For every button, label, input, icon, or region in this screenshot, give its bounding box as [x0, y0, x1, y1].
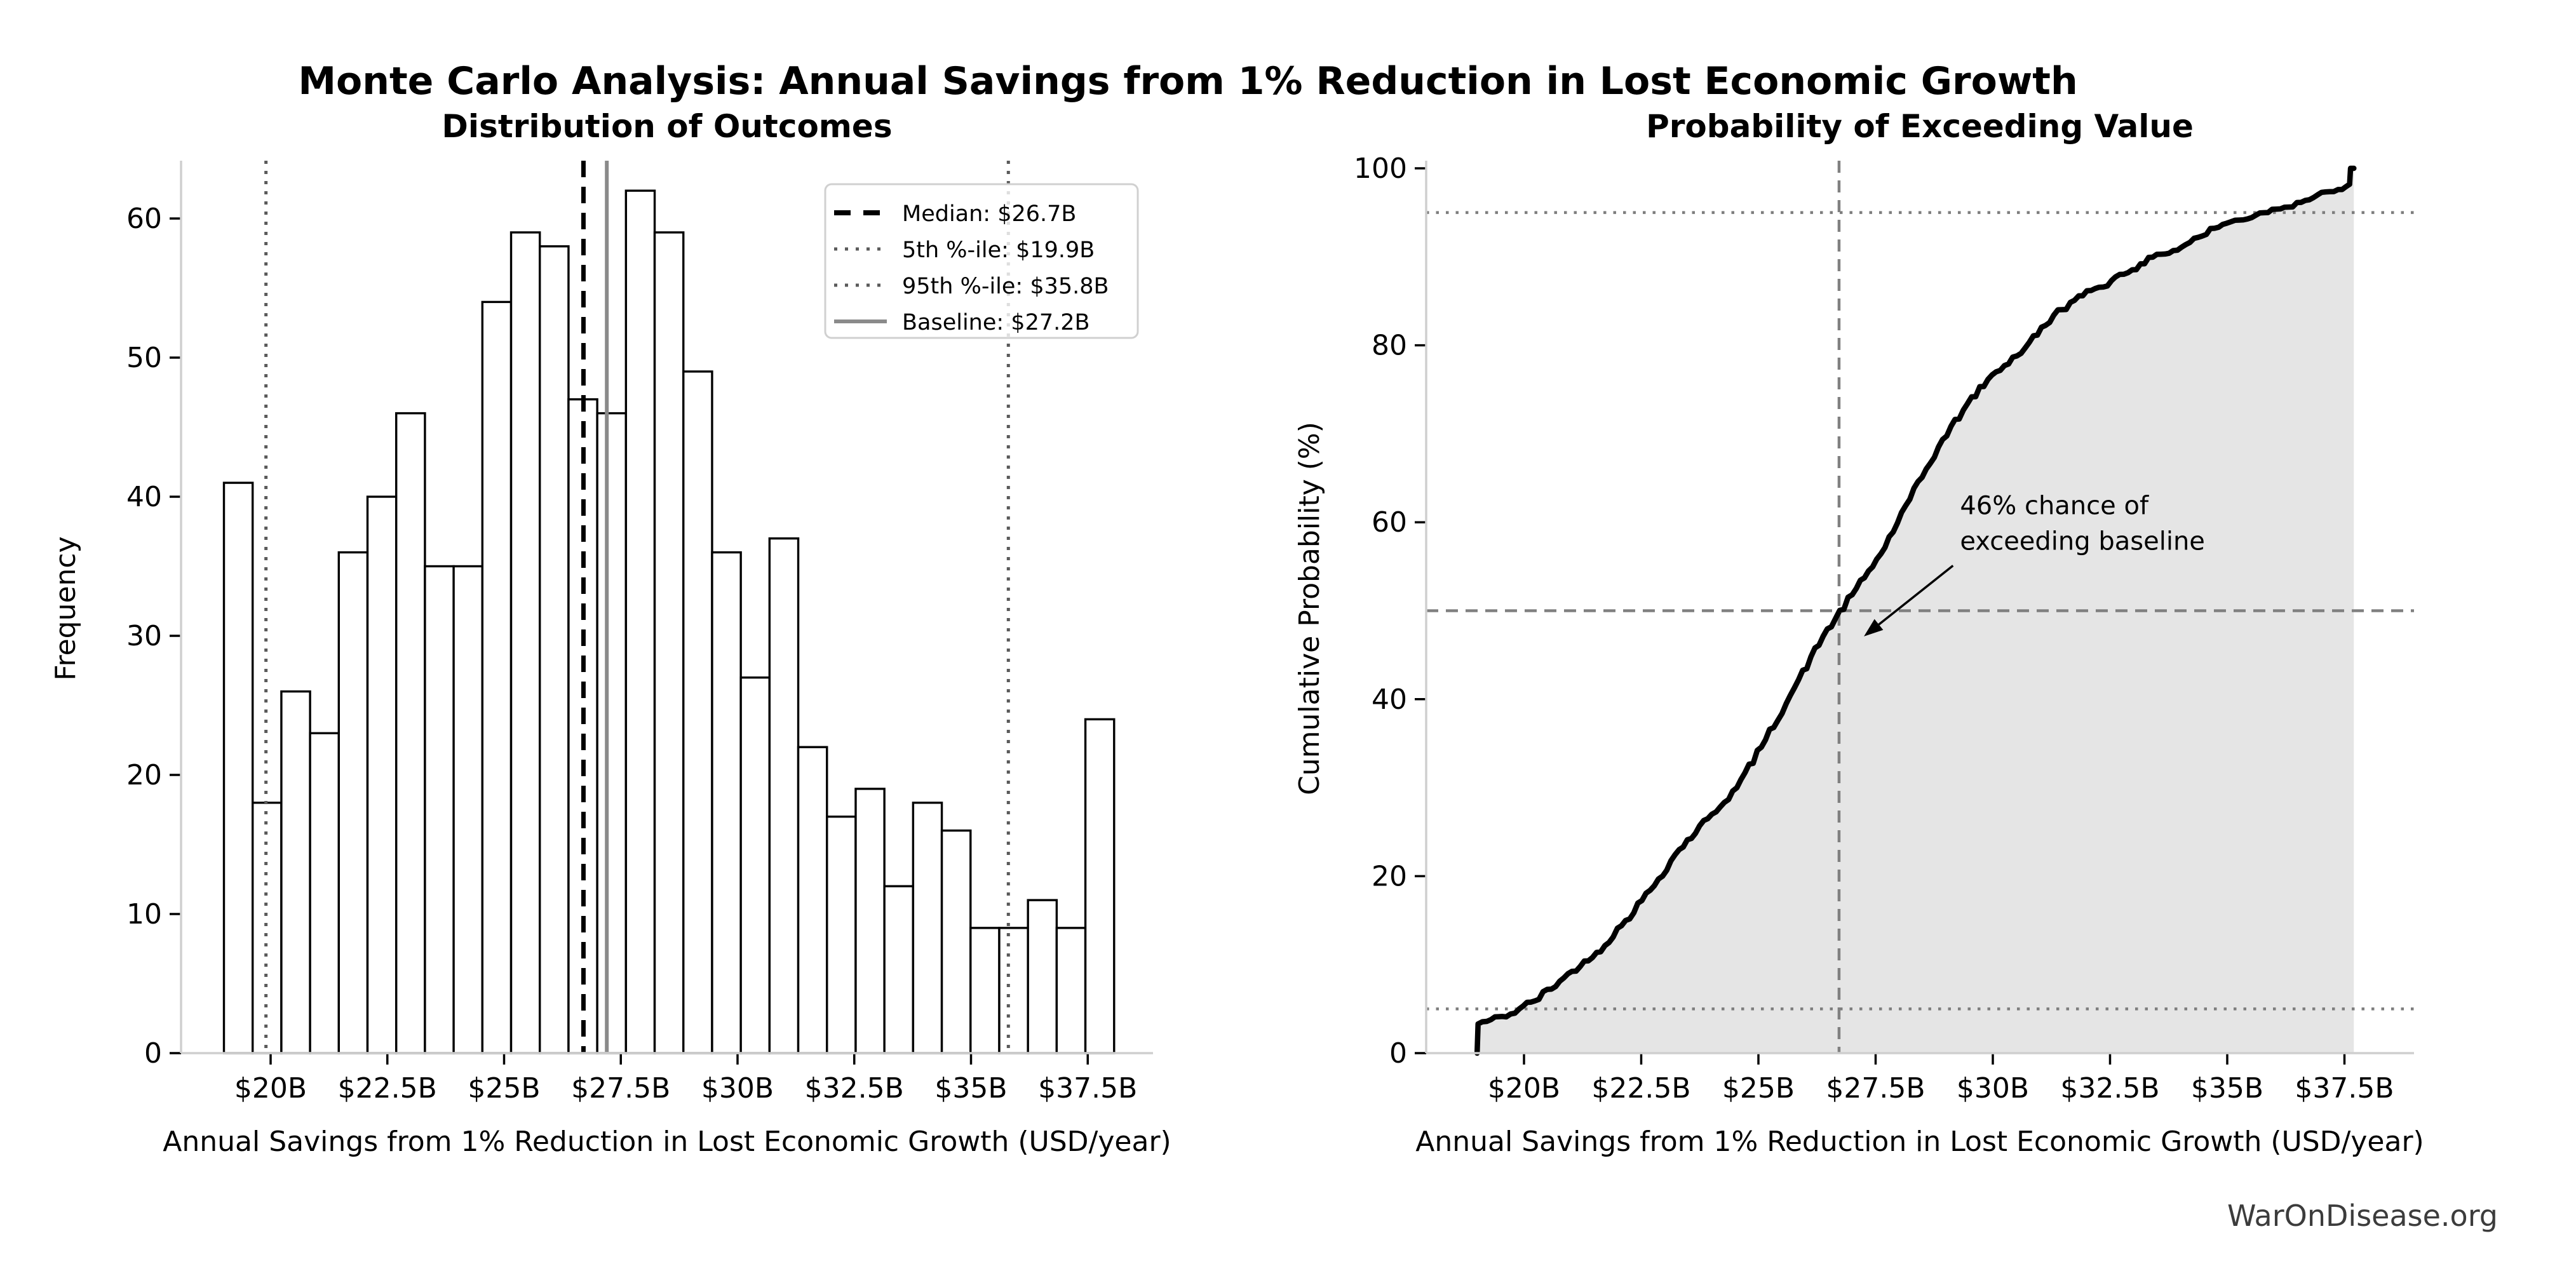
histogram-bar — [940, 829, 972, 1054]
histogram-bar — [653, 231, 685, 1054]
histogram-plot: Distribution of Outcomes $20B $22.5B $25B $… — [50, 108, 1171, 1158]
histogram-bar — [366, 495, 398, 1054]
histogram-bar — [395, 412, 426, 1054]
histogram-bars — [222, 189, 1116, 1054]
histogram-bar — [969, 927, 1001, 1054]
histogram-bar — [998, 927, 1029, 1054]
legend-baseline-label: Baseline: $27.2B — [902, 310, 1090, 335]
histogram-bar — [768, 537, 800, 1054]
legend-p95-label: 95th %-ile: $35.8B — [902, 274, 1109, 299]
histogram-bar — [739, 676, 771, 1054]
histogram-bar — [509, 231, 541, 1054]
histogram-bar — [826, 815, 857, 1054]
y-tick-label: 60 — [1372, 506, 1407, 539]
annotation-arrow-line — [1878, 565, 1954, 626]
histogram-bar — [1055, 927, 1087, 1054]
y-tick-label: 20 — [126, 759, 162, 791]
y-tick-label: 20 — [1372, 860, 1407, 892]
right-axes: $20B $22.5B $25B $27.5B $30B $32.5B $35B $37.5B… — [1354, 152, 2414, 1105]
histogram-bar — [539, 245, 570, 1054]
histogram-bar — [883, 885, 915, 1054]
annotation-arrow-head — [1864, 619, 1884, 636]
histogram-marker-lines — [264, 161, 1010, 1053]
histogram-bar — [682, 370, 713, 1054]
cdf-plot: Probability of Exceeding Value $20B $22.5… — [1293, 108, 2424, 1158]
x-tick-label: $37.5B — [1038, 1072, 1137, 1105]
histogram-bar — [711, 551, 742, 1054]
histogram-bar — [222, 481, 254, 1054]
x-tick-label: $25B — [468, 1072, 540, 1105]
y-tick-label: 50 — [126, 342, 162, 374]
legend: Median: $26.7B 5th %-ile: $19.9B 95th %-… — [824, 183, 1139, 339]
watermark: WarOnDisease.org — [2227, 1199, 2498, 1233]
legend-p5-label: 5th %-ile: $19.9B — [902, 238, 1095, 263]
x-tick-label: $30B — [1957, 1072, 2029, 1105]
annotation-line2: exceeding baseline — [1960, 527, 2205, 556]
x-tick-label: $35B — [2191, 1072, 2263, 1105]
right-plot-title: Probability of Exceeding Value — [1646, 108, 2194, 145]
histogram-bar — [1027, 899, 1058, 1054]
x-tick-label: $20B — [1488, 1072, 1560, 1105]
x-tick-label: $20B — [234, 1072, 307, 1105]
histogram-bar — [481, 300, 513, 1054]
y-tick-label: 40 — [1372, 683, 1407, 716]
histogram-bar — [280, 690, 311, 1054]
histogram-bar — [624, 189, 656, 1054]
histogram-bar — [797, 746, 828, 1054]
histogram-bar — [596, 412, 628, 1054]
x-tick-label: $27.5B — [571, 1072, 670, 1105]
y-tick-label: 100 — [1354, 152, 1407, 185]
histogram-bar — [337, 551, 369, 1054]
left-yaxis-label: Frequency — [50, 536, 82, 680]
histogram-bar — [424, 565, 455, 1054]
y-tick-label: 10 — [126, 898, 162, 931]
annotation: 46% chance of exceeding baseline — [1864, 492, 2205, 636]
x-tick-label: $35B — [934, 1072, 1007, 1105]
x-tick-label: $22.5B — [338, 1072, 437, 1105]
x-tick-label: $22.5B — [1591, 1072, 1690, 1105]
x-tick-label: $32.5B — [805, 1072, 904, 1105]
cdf-curve-path — [1474, 165, 2357, 1056]
x-tick-label: $32.5B — [2060, 1072, 2159, 1105]
left-plot-title: Distribution of Outcomes — [442, 108, 892, 145]
y-tick-label: 0 — [144, 1037, 162, 1070]
cdf-reference-lines — [1426, 161, 2414, 1053]
x-tick-label: $27.5B — [1826, 1072, 1925, 1105]
histogram-bar — [1084, 718, 1116, 1054]
x-tick-label: $30B — [701, 1072, 774, 1105]
y-tick-label: 40 — [126, 481, 162, 513]
left-xaxis-label: Annual Savings from 1% Reduction in Lost… — [163, 1126, 1171, 1158]
figure-title: Monte Carlo Analysis: Annual Savings fro… — [298, 59, 2077, 104]
histogram-bar — [309, 732, 341, 1054]
histogram-bar — [912, 802, 943, 1054]
histogram-bar — [452, 565, 484, 1054]
right-yaxis-label: Cumulative Probability (%) — [1293, 422, 1326, 795]
y-tick-label: 80 — [1372, 330, 1407, 362]
y-tick-label: 30 — [126, 620, 162, 652]
legend-median-label: Median: $26.7B — [902, 201, 1076, 227]
legend-box — [824, 183, 1139, 339]
x-tick-label: $25B — [1722, 1072, 1795, 1105]
right-xaxis-label: Annual Savings from 1% Reduction in Lost… — [1415, 1126, 2424, 1158]
x-tick-label: $37.5B — [2295, 1072, 2394, 1105]
cdf-curve — [1474, 165, 2357, 1056]
annotation-line1: 46% chance of — [1960, 492, 2149, 521]
histogram-bar — [854, 788, 886, 1054]
left-axes: $20B $22.5B $25B $27.5B $30B $32.5B $35B $37.5B… — [126, 161, 1153, 1105]
y-tick-label: 60 — [126, 203, 162, 235]
y-tick-label: 0 — [1389, 1037, 1407, 1070]
